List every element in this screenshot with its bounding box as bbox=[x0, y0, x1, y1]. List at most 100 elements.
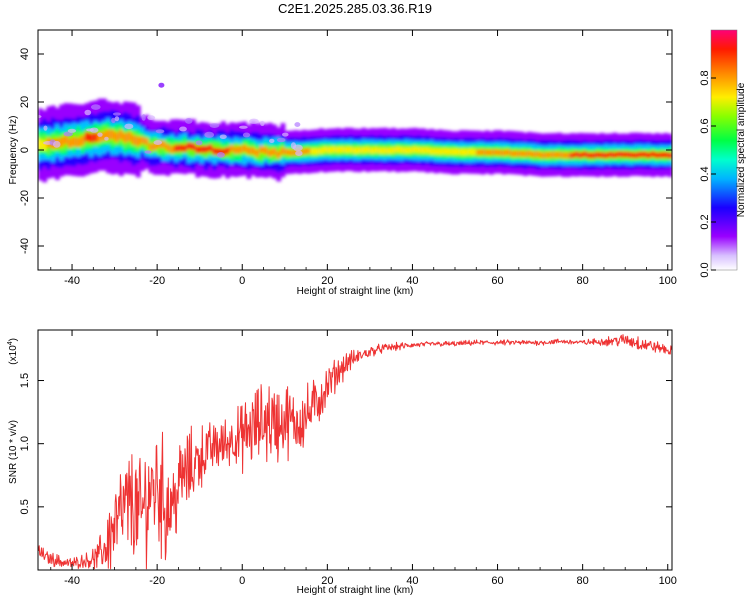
svg-text:(x104): (x104) bbox=[7, 338, 19, 365]
spectrogram-cell bbox=[276, 151, 282, 159]
spectrogram-cell bbox=[425, 147, 431, 154]
spectrogram-blob bbox=[195, 140, 203, 146]
spectrogram-cell bbox=[463, 149, 469, 156]
spectrogram-cell bbox=[84, 131, 90, 142]
snr-scale-close: ) bbox=[8, 338, 19, 341]
spectrogram-blob bbox=[260, 120, 265, 126]
spectrogram-cell bbox=[361, 147, 367, 153]
spectrogram-x-label: Height of straight line (km) bbox=[297, 286, 414, 297]
spectrogram-cell bbox=[374, 147, 380, 153]
spectrogram-cell bbox=[625, 151, 631, 158]
spectrogram-cell bbox=[561, 152, 567, 159]
spectrogram-cell bbox=[267, 149, 273, 157]
spectrogram-blob bbox=[209, 123, 220, 128]
spectrogram-outlier bbox=[158, 82, 165, 88]
spectrogram-blob bbox=[90, 104, 101, 110]
spectrogram-cell bbox=[195, 145, 201, 154]
spectrogram-cell bbox=[101, 131, 107, 142]
spectrogram-cell bbox=[152, 142, 158, 151]
spectrogram-cell bbox=[280, 147, 286, 155]
spectrogram-heat-layer bbox=[38, 82, 672, 183]
spectrogram-blob bbox=[89, 127, 99, 133]
spectrogram-cell bbox=[646, 152, 652, 159]
colorbar-frame bbox=[710, 29, 738, 271]
spectrogram-cell bbox=[399, 147, 405, 153]
spectrogram-blob bbox=[84, 109, 92, 116]
spectrogram-cell bbox=[272, 147, 277, 156]
x-tick-label: 0 bbox=[239, 275, 245, 287]
snr-frame bbox=[37, 329, 673, 571]
x-tick-label: -20 bbox=[149, 575, 165, 587]
spectrogram-cell bbox=[557, 151, 562, 158]
spectrogram-cell bbox=[242, 144, 248, 153]
snr-panel: -40 -20 0 20 40 60 80 100 0.5 1.0 1.5 Height of st… bbox=[7, 329, 677, 596]
spectrogram-cell bbox=[408, 147, 414, 154]
spectrogram-blob bbox=[282, 132, 289, 137]
spectrogram-cell bbox=[63, 134, 69, 145]
spectrogram-cell bbox=[38, 139, 43, 150]
spectrogram-cell bbox=[514, 150, 520, 157]
spectrogram-cell bbox=[616, 151, 622, 158]
spectrogram-cell bbox=[386, 147, 392, 154]
spectrogram-cell bbox=[340, 146, 345, 153]
spectrogram-cell bbox=[548, 151, 554, 158]
spectrogram-cell bbox=[114, 132, 120, 142]
spectrogram-cell bbox=[186, 142, 192, 150]
y-tick-label: -20 bbox=[19, 190, 31, 206]
spectrogram-cell bbox=[540, 152, 545, 159]
colorbar: 0.0 0.2 0.4 0.6 0.8 Normalized spectral ampl… bbox=[699, 29, 747, 278]
spectrogram-blob bbox=[239, 125, 248, 129]
spectrogram-cell bbox=[595, 151, 601, 158]
spectrogram-cell bbox=[216, 147, 222, 156]
spectrogram-cell bbox=[97, 132, 103, 143]
spectrogram-cell bbox=[586, 152, 592, 159]
snr-axes: -40 -20 0 20 40 60 80 100 0.5 1.0 1.5 bbox=[19, 330, 677, 587]
spectrogram-blob bbox=[141, 114, 146, 121]
spectrogram-cell bbox=[506, 149, 511, 156]
spectrogram-cell bbox=[182, 144, 188, 152]
spectrogram-blob bbox=[114, 116, 120, 122]
spectrogram-cell bbox=[259, 148, 265, 160]
spectrogram-cell bbox=[565, 152, 571, 159]
spectrogram-blob bbox=[219, 134, 227, 140]
x-tick-label: 40 bbox=[406, 575, 418, 587]
spectrogram-cell bbox=[301, 148, 307, 155]
spectrogram-cell bbox=[144, 139, 150, 152]
spectrogram-cell bbox=[80, 135, 86, 146]
spectrogram-blob bbox=[97, 132, 103, 137]
spectrogram-blob bbox=[104, 136, 109, 141]
spectrogram-cell bbox=[518, 150, 524, 157]
x-tick-label: 100 bbox=[659, 275, 677, 287]
spectrogram-cell bbox=[174, 144, 180, 152]
spectrogram-cell bbox=[650, 151, 656, 158]
spectrogram-cell bbox=[135, 136, 141, 147]
spectrogram-blob bbox=[179, 126, 187, 132]
spectrogram-cell bbox=[501, 150, 507, 156]
spectrogram-cell bbox=[416, 147, 422, 153]
spectrogram-blob bbox=[144, 150, 152, 154]
x-tick-label: -20 bbox=[149, 275, 165, 287]
spectrogram-cell bbox=[127, 131, 133, 142]
spectrogram-cell bbox=[203, 145, 209, 153]
spectrogram-cell bbox=[395, 146, 401, 153]
spectrogram-cell bbox=[608, 151, 614, 158]
spectrogram-cell bbox=[450, 148, 456, 155]
x-tick-label: 40 bbox=[406, 275, 418, 287]
spectrogram-cell bbox=[199, 145, 205, 153]
y-tick-label: 1.0 bbox=[19, 436, 31, 451]
spectrogram-cell bbox=[582, 151, 588, 158]
spectrogram-cell bbox=[237, 146, 243, 154]
spectrogram-blob bbox=[292, 144, 303, 152]
spectrogram-cell bbox=[310, 148, 316, 155]
spectrogram-cell bbox=[391, 147, 397, 154]
spectrogram-cell bbox=[574, 151, 579, 158]
snr-series-line bbox=[38, 334, 672, 570]
spectrogram-cell bbox=[642, 151, 648, 158]
spectrogram-cell bbox=[263, 147, 269, 155]
spectrogram-axes: -40 -20 0 20 40 60 80 100 -40 -20 0 20 40 bbox=[19, 30, 677, 287]
spectrogram-cell bbox=[599, 152, 605, 158]
spectrogram-cell bbox=[89, 133, 94, 143]
snr-background bbox=[38, 330, 672, 570]
colorbar-ticks: 0.0 0.2 0.4 0.6 0.8 bbox=[699, 70, 716, 278]
spectrogram-blob bbox=[242, 132, 251, 138]
